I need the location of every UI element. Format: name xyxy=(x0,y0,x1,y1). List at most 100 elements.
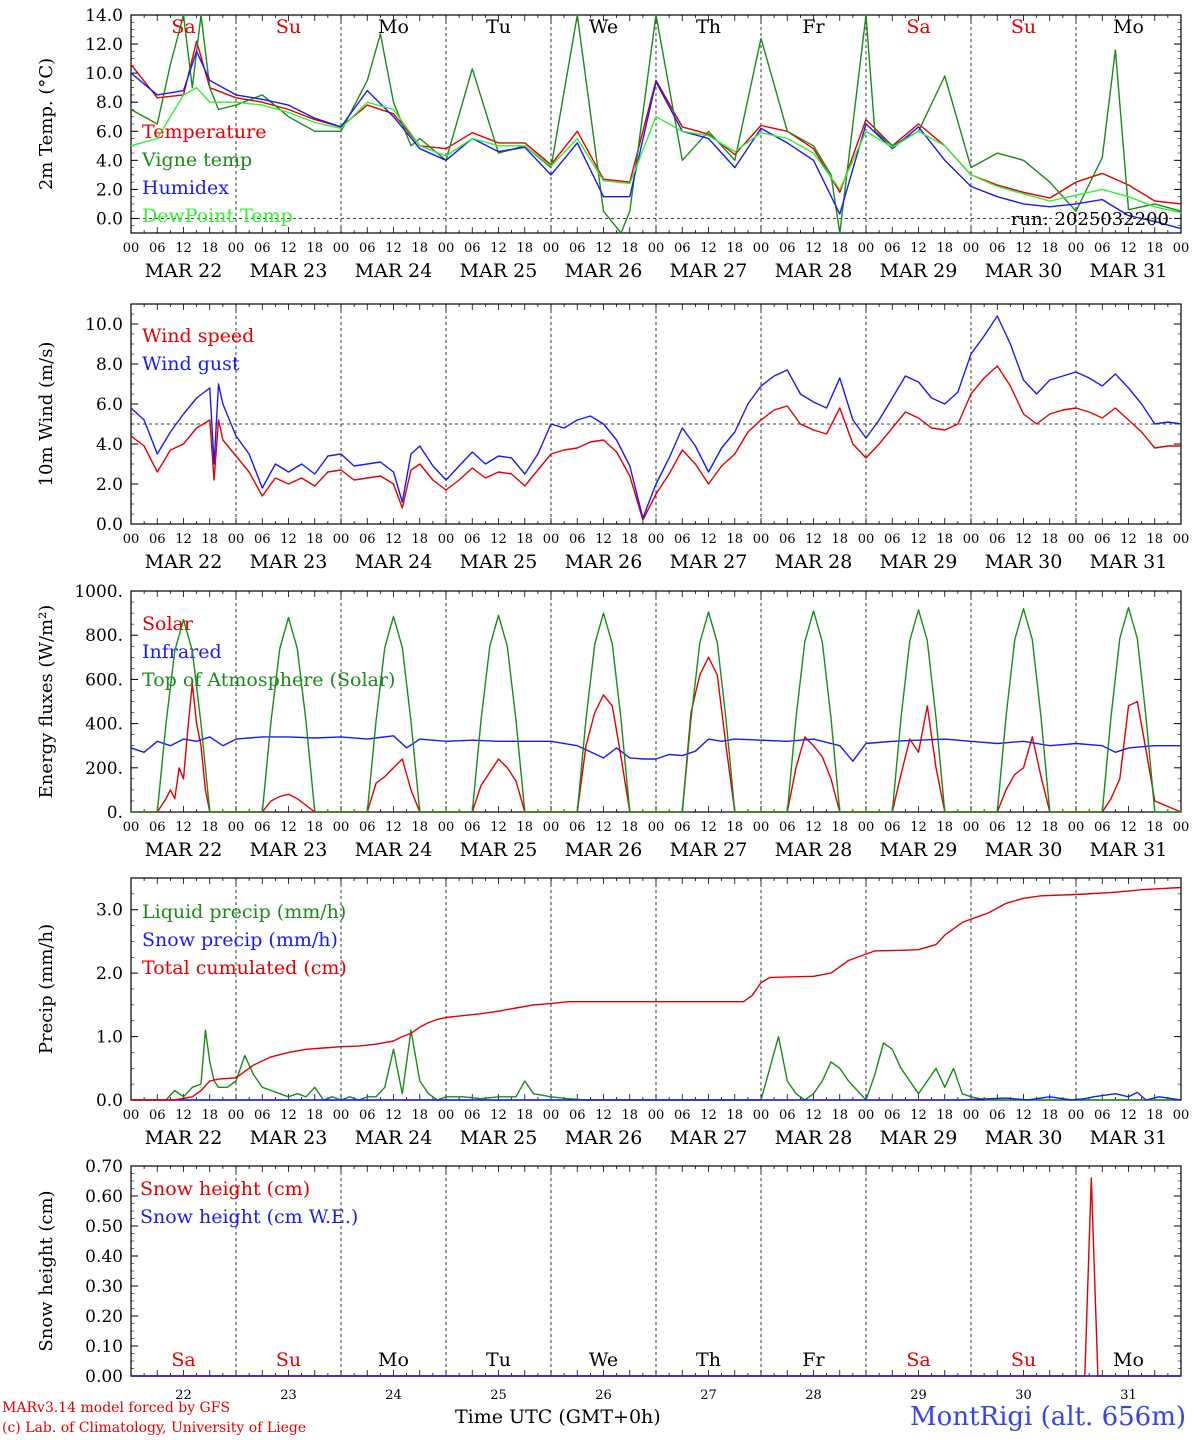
hour-tick-label: 12 xyxy=(805,532,822,547)
hour-tick-label: 00 xyxy=(1068,241,1085,256)
date-label: MAR 22 xyxy=(145,551,223,573)
hour-tick-label: 00 xyxy=(228,241,245,256)
y-tick-label: 400. xyxy=(85,715,123,735)
date-label: MAR 24 xyxy=(355,839,433,861)
date-label: MAR 28 xyxy=(775,1127,853,1149)
hour-tick-label: 00 xyxy=(648,820,665,835)
y-tick-label: 1.0 xyxy=(96,1028,123,1048)
date-label: MAR 28 xyxy=(775,551,853,573)
y-tick-label: 6.0 xyxy=(96,122,123,142)
hour-tick-label: 18 xyxy=(621,1108,638,1123)
hour-tick-label: 12 xyxy=(280,820,297,835)
weekday-label: Th xyxy=(696,1349,721,1371)
date-label: MAR 26 xyxy=(565,551,643,573)
series-line-liquid-precip-mm-h- xyxy=(131,1029,1181,1101)
hour-tick-label: 06 xyxy=(359,241,376,256)
date-label: MAR 22 xyxy=(145,260,223,282)
hour-tick-label: 06 xyxy=(989,1108,1006,1123)
date-label: MAR 23 xyxy=(250,839,328,861)
weekday-label: Tu xyxy=(486,1349,511,1371)
panel-wind: 0.0 2.0 4.0 6.0 8.0 10.0 10m Wind (m/s) 00 06 12 1… xyxy=(36,303,1189,573)
hour-tick-label: 00 xyxy=(123,532,140,547)
y-tick-label: 10.0 xyxy=(85,315,123,335)
hour-tick-label: 18 xyxy=(516,241,533,256)
hour-tick-label: 06 xyxy=(884,1108,901,1123)
hour-tick-label: 12 xyxy=(385,1108,402,1123)
hour-tick-label: 12 xyxy=(490,820,507,835)
hour-tick-label: 06 xyxy=(674,820,691,835)
hour-tick-label: 18 xyxy=(726,1108,743,1123)
hour-tick-label: 06 xyxy=(1094,241,1111,256)
legend-entry: Snow precip (mm/h) xyxy=(142,929,338,951)
weekday-label: Tu xyxy=(486,16,511,38)
hour-tick-label: 06 xyxy=(464,532,481,547)
hour-tick-label: 18 xyxy=(516,1108,533,1123)
hour-tick-label: 12 xyxy=(1015,241,1032,256)
hour-tick-label: 00 xyxy=(753,241,770,256)
hour-tick-label: 12 xyxy=(1120,1108,1137,1123)
hour-tick-label: 18 xyxy=(306,1108,323,1123)
weekday-label: We xyxy=(589,1349,618,1371)
hour-tick-label: 18 xyxy=(306,820,323,835)
date-label: MAR 25 xyxy=(460,260,538,282)
weekday-label: Su xyxy=(276,1349,301,1371)
hour-tick-label: 06 xyxy=(359,1108,376,1123)
hour-tick-label: 00 xyxy=(1173,1108,1190,1123)
date-label: MAR 26 xyxy=(565,839,643,861)
hour-tick-label: 06 xyxy=(884,532,901,547)
hour-tick-label: 18 xyxy=(1146,820,1163,835)
hour-tick-label: 12 xyxy=(805,820,822,835)
y-tick-label: 0.30 xyxy=(85,1277,123,1297)
hour-tick-label: 12 xyxy=(280,532,297,547)
hour-tick-label: 12 xyxy=(175,1108,192,1123)
hour-tick-label: 00 xyxy=(123,1108,140,1123)
date-label: MAR 27 xyxy=(670,551,748,573)
hour-tick-label: 18 xyxy=(936,241,953,256)
hour-tick-label: 00 xyxy=(753,532,770,547)
legend-entry: Liquid precip (mm/h) xyxy=(142,901,346,923)
legend-entry: Vigne temp xyxy=(141,149,252,171)
y-axis-label: Energy fluxes (W/m²) xyxy=(36,605,57,799)
hour-tick-label: 12 xyxy=(700,820,717,835)
hour-tick-label: 06 xyxy=(149,1108,166,1123)
hour-tick-label: 18 xyxy=(1146,1108,1163,1123)
hour-tick-label: 18 xyxy=(411,532,428,547)
y-tick-label: 12.0 xyxy=(85,35,123,55)
hour-tick-label: 06 xyxy=(779,1108,796,1123)
hour-tick-label: 06 xyxy=(779,241,796,256)
hour-tick-label: 00 xyxy=(648,532,665,547)
weekday-label: Su xyxy=(1011,16,1036,38)
day-number-label: 27 xyxy=(700,1388,717,1403)
legend-entry: Wind gust xyxy=(142,353,240,375)
hour-tick-label: 12 xyxy=(1120,820,1137,835)
weekday-label: Sa xyxy=(171,1349,195,1371)
series-line-dewpoint-temp xyxy=(130,86,1182,214)
hour-tick-label: 00 xyxy=(858,241,875,256)
y-tick-label: 600. xyxy=(85,670,123,690)
weekday-label: Fr xyxy=(802,16,825,38)
hour-tick-label: 18 xyxy=(201,1108,218,1123)
hour-tick-label: 12 xyxy=(385,532,402,547)
y-tick-label: 0.40 xyxy=(85,1247,123,1267)
date-label: MAR 30 xyxy=(985,1127,1063,1149)
hour-tick-label: 12 xyxy=(595,532,612,547)
y-tick-label: 800. xyxy=(85,626,123,646)
legend-entry: Snow height (cm) xyxy=(140,1178,310,1200)
hour-tick-label: 00 xyxy=(333,532,350,547)
legend-entry: Solar xyxy=(142,613,194,635)
date-label: MAR 28 xyxy=(775,839,853,861)
date-label: MAR 25 xyxy=(460,839,538,861)
series-line-total-cumulated-cm- xyxy=(131,886,1182,1101)
series-line-top-of-atmosphere-solar- xyxy=(131,606,1181,813)
legend-entry: Total cumulated (cm) xyxy=(142,957,347,979)
y-tick-label: 0.0 xyxy=(96,1091,123,1111)
hour-tick-label: 06 xyxy=(989,241,1006,256)
hour-tick-label: 06 xyxy=(989,532,1006,547)
y-tick-label: 14.0 xyxy=(85,6,123,26)
hour-tick-label: 18 xyxy=(936,1108,953,1123)
hour-tick-label: 12 xyxy=(1015,820,1032,835)
hour-tick-label: 12 xyxy=(175,241,192,256)
hour-tick-label: 06 xyxy=(149,532,166,547)
hour-tick-label: 18 xyxy=(516,820,533,835)
date-label: MAR 24 xyxy=(355,1127,433,1149)
